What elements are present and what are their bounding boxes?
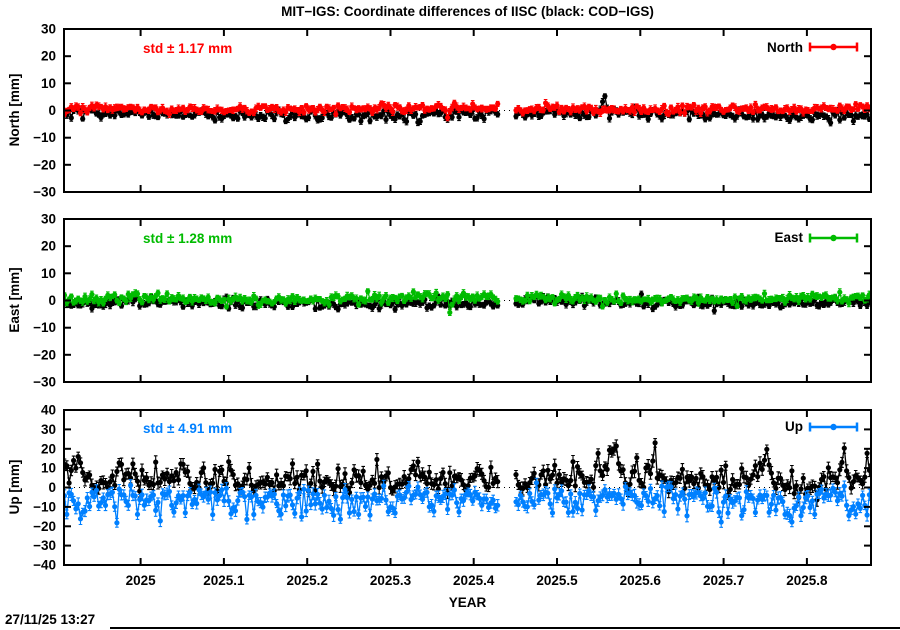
y-tick-labels: −40 −30 −20 −10 0 10 20 30 40 xyxy=(33,403,56,573)
svg-text:30: 30 xyxy=(41,422,56,437)
std-annotation-up: std ± 4.91 mm xyxy=(143,421,233,436)
std-annotation-east: std ± 1.28 mm xyxy=(143,231,233,246)
svg-text:2025: 2025 xyxy=(126,573,157,588)
legend-label-east: East xyxy=(774,230,803,245)
y-axis-label-north: North [mm] xyxy=(7,73,22,147)
svg-text:2025.1: 2025.1 xyxy=(203,573,245,588)
panel-ticks xyxy=(64,409,871,566)
svg-text:−20: −20 xyxy=(33,347,56,362)
series-points xyxy=(65,100,870,121)
svg-text:0: 0 xyxy=(48,293,56,308)
svg-text:2025.3: 2025.3 xyxy=(370,573,412,588)
svg-text:2025.7: 2025.7 xyxy=(703,573,744,588)
panel-ticks xyxy=(64,218,871,383)
legend-label-up: Up xyxy=(785,419,803,434)
svg-text:−30: −30 xyxy=(33,185,56,200)
legend-label-north: North xyxy=(767,40,803,55)
svg-text:0: 0 xyxy=(48,103,56,118)
svg-text:10: 10 xyxy=(41,266,56,281)
svg-text:20: 20 xyxy=(41,239,56,254)
svg-text:−40: −40 xyxy=(33,558,56,573)
panel-north: −30 −20 −10 0 10 20 30 xyxy=(33,22,872,200)
svg-text:0: 0 xyxy=(48,480,56,495)
svg-text:2025.6: 2025.6 xyxy=(620,573,662,588)
x-tick-labels: 2025 2025.1 2025.2 2025.3 2025.4 2025.5 2025.6… xyxy=(126,573,828,588)
y-tick-labels: −30 −20 −10 0 10 20 30 xyxy=(33,212,56,390)
y-tick-labels: −30 −20 −10 0 10 20 30 xyxy=(33,22,56,200)
y-axis-label-up: Up [mm] xyxy=(7,459,22,515)
legend-up-symbol xyxy=(808,422,859,432)
svg-text:−10: −10 xyxy=(33,130,56,145)
window-border xyxy=(110,627,900,629)
std-annotation-north: std ± 1.17 mm xyxy=(143,41,233,56)
legend-east-symbol xyxy=(808,233,859,243)
svg-text:30: 30 xyxy=(41,22,56,37)
svg-text:20: 20 xyxy=(41,441,56,456)
svg-text:2025.2: 2025.2 xyxy=(287,573,328,588)
panel-east: −30 −20 −10 0 10 20 30 xyxy=(33,212,872,390)
svg-text:10: 10 xyxy=(41,76,56,91)
svg-text:−20: −20 xyxy=(33,519,56,534)
series-points xyxy=(65,440,870,503)
svg-text:2025.5: 2025.5 xyxy=(536,573,578,588)
svg-text:30: 30 xyxy=(41,212,56,227)
svg-text:20: 20 xyxy=(41,49,56,64)
y-axis-label-east: East [mm] xyxy=(7,267,22,333)
svg-text:2025.4: 2025.4 xyxy=(453,573,495,588)
timestamp: 27/11/25 13:27 xyxy=(5,612,96,627)
svg-text:−10: −10 xyxy=(33,499,56,514)
svg-text:−30: −30 xyxy=(33,375,56,390)
panel-ticks xyxy=(64,28,871,193)
svg-text:−30: −30 xyxy=(33,538,56,553)
legend-north-symbol xyxy=(808,42,859,52)
svg-text:−20: −20 xyxy=(33,157,56,172)
svg-text:10: 10 xyxy=(41,461,56,476)
svg-text:2025.8: 2025.8 xyxy=(786,573,828,588)
svg-text:−10: −10 xyxy=(33,320,56,335)
svg-text:40: 40 xyxy=(41,403,56,418)
x-axis-label: YEAR xyxy=(448,595,487,610)
series-points xyxy=(65,288,870,316)
series-points xyxy=(65,480,870,526)
chart-title: MIT−IGS: Coordinate differences of IISC … xyxy=(281,4,654,19)
